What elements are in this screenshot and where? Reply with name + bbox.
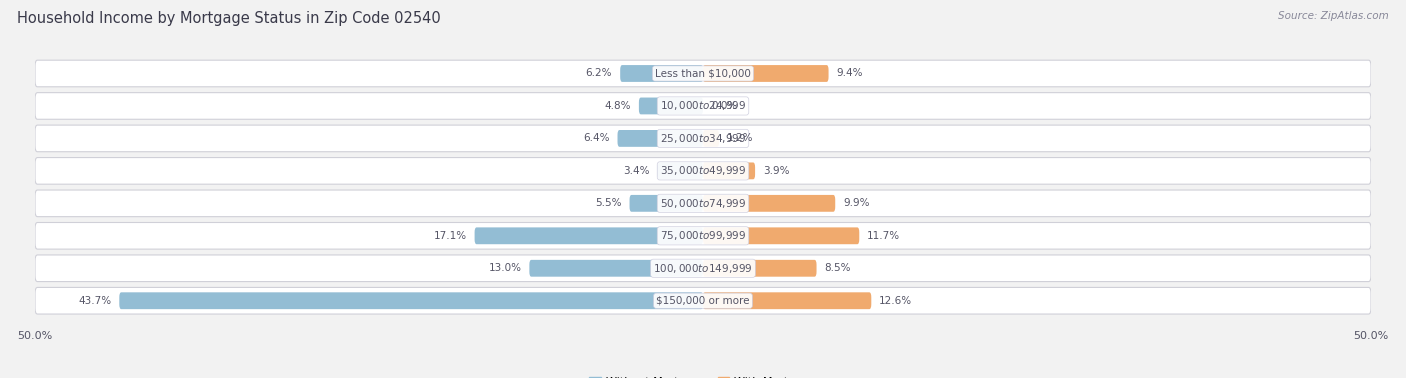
FancyBboxPatch shape: [35, 287, 1371, 314]
Legend: Without Mortgage, With Mortgage: Without Mortgage, With Mortgage: [585, 372, 821, 378]
FancyBboxPatch shape: [35, 125, 1371, 152]
Text: 0.0%: 0.0%: [711, 101, 737, 111]
Text: 6.2%: 6.2%: [586, 68, 612, 79]
Text: $150,000 or more: $150,000 or more: [657, 296, 749, 306]
FancyBboxPatch shape: [529, 260, 703, 277]
Text: Household Income by Mortgage Status in Zip Code 02540: Household Income by Mortgage Status in Z…: [17, 11, 440, 26]
FancyBboxPatch shape: [703, 195, 835, 212]
Text: $50,000 to $74,999: $50,000 to $74,999: [659, 197, 747, 210]
FancyBboxPatch shape: [35, 255, 1371, 282]
Text: 12.6%: 12.6%: [879, 296, 912, 306]
Text: 3.4%: 3.4%: [623, 166, 650, 176]
Text: 6.4%: 6.4%: [583, 133, 609, 143]
Text: 11.7%: 11.7%: [868, 231, 900, 241]
Text: $25,000 to $34,999: $25,000 to $34,999: [659, 132, 747, 145]
FancyBboxPatch shape: [620, 65, 703, 82]
FancyBboxPatch shape: [703, 163, 755, 179]
Text: 3.9%: 3.9%: [763, 166, 790, 176]
Text: 1.2%: 1.2%: [727, 133, 754, 143]
FancyBboxPatch shape: [703, 260, 817, 277]
FancyBboxPatch shape: [638, 98, 703, 115]
Text: 13.0%: 13.0%: [488, 263, 522, 273]
FancyBboxPatch shape: [703, 228, 859, 244]
FancyBboxPatch shape: [703, 292, 872, 309]
FancyBboxPatch shape: [35, 93, 1371, 119]
Text: Less than $10,000: Less than $10,000: [655, 68, 751, 79]
FancyBboxPatch shape: [703, 130, 718, 147]
FancyBboxPatch shape: [120, 292, 703, 309]
FancyBboxPatch shape: [617, 130, 703, 147]
FancyBboxPatch shape: [35, 190, 1371, 217]
Text: 4.8%: 4.8%: [605, 101, 631, 111]
Text: Source: ZipAtlas.com: Source: ZipAtlas.com: [1278, 11, 1389, 21]
FancyBboxPatch shape: [475, 228, 703, 244]
Text: $100,000 to $149,999: $100,000 to $149,999: [654, 262, 752, 275]
Text: $35,000 to $49,999: $35,000 to $49,999: [659, 164, 747, 177]
Text: 17.1%: 17.1%: [433, 231, 467, 241]
FancyBboxPatch shape: [35, 158, 1371, 184]
Text: 5.5%: 5.5%: [595, 198, 621, 208]
Text: 43.7%: 43.7%: [79, 296, 111, 306]
Text: 9.9%: 9.9%: [844, 198, 870, 208]
FancyBboxPatch shape: [630, 195, 703, 212]
FancyBboxPatch shape: [35, 223, 1371, 249]
Text: 9.4%: 9.4%: [837, 68, 863, 79]
Text: 8.5%: 8.5%: [824, 263, 851, 273]
FancyBboxPatch shape: [703, 65, 828, 82]
Text: $10,000 to $24,999: $10,000 to $24,999: [659, 99, 747, 112]
FancyBboxPatch shape: [658, 163, 703, 179]
FancyBboxPatch shape: [35, 60, 1371, 87]
Text: $75,000 to $99,999: $75,000 to $99,999: [659, 229, 747, 242]
